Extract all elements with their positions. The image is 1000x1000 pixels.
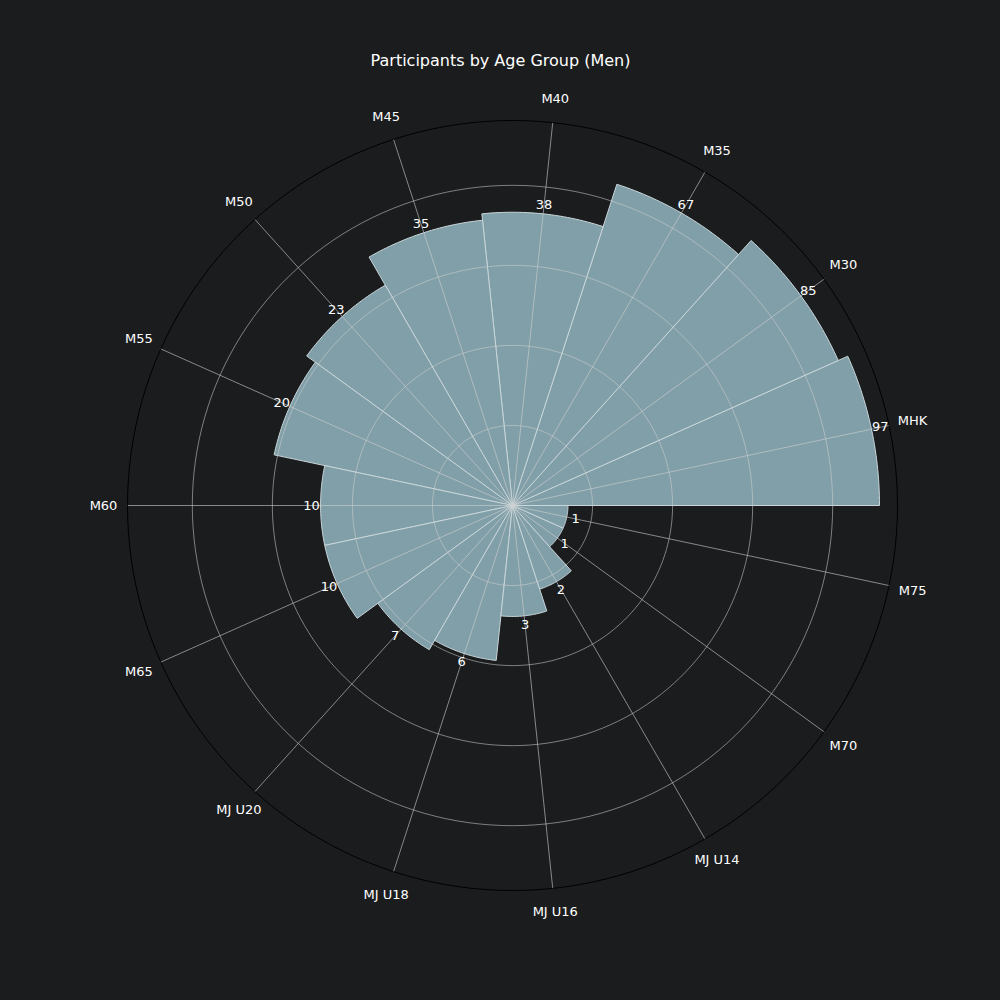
svg-text:MJ U14: MJ U14 xyxy=(694,852,739,867)
svg-text:67: 67 xyxy=(678,197,695,212)
svg-text:M45: M45 xyxy=(372,109,400,124)
svg-text:MJ U20: MJ U20 xyxy=(216,802,261,817)
svg-text:M75: M75 xyxy=(899,583,927,598)
svg-text:7: 7 xyxy=(391,628,399,643)
svg-text:Participants by Age Group (Men: Participants by Age Group (Men) xyxy=(371,51,631,70)
svg-text:M55: M55 xyxy=(125,331,153,346)
svg-text:3: 3 xyxy=(521,617,529,632)
svg-text:MHK: MHK xyxy=(898,413,928,428)
svg-text:1: 1 xyxy=(561,536,569,551)
svg-text:M65: M65 xyxy=(125,664,153,679)
svg-text:20: 20 xyxy=(273,395,290,410)
svg-text:6: 6 xyxy=(457,654,465,669)
svg-text:38: 38 xyxy=(536,197,553,212)
svg-text:23: 23 xyxy=(328,302,345,317)
svg-text:M40: M40 xyxy=(541,91,569,106)
svg-text:MJ U16: MJ U16 xyxy=(533,904,578,919)
svg-text:M50: M50 xyxy=(225,194,253,209)
svg-text:97: 97 xyxy=(872,419,889,434)
svg-text:M35: M35 xyxy=(703,143,731,158)
svg-text:85: 85 xyxy=(800,283,817,298)
svg-text:MJ U18: MJ U18 xyxy=(363,887,408,902)
svg-text:1: 1 xyxy=(571,511,579,526)
svg-text:M30: M30 xyxy=(830,257,858,272)
svg-text:M70: M70 xyxy=(830,738,858,753)
svg-text:35: 35 xyxy=(413,216,430,231)
svg-text:2: 2 xyxy=(557,582,565,597)
svg-text:M60: M60 xyxy=(90,498,118,513)
svg-text:10: 10 xyxy=(303,498,320,513)
svg-text:10: 10 xyxy=(321,579,338,594)
